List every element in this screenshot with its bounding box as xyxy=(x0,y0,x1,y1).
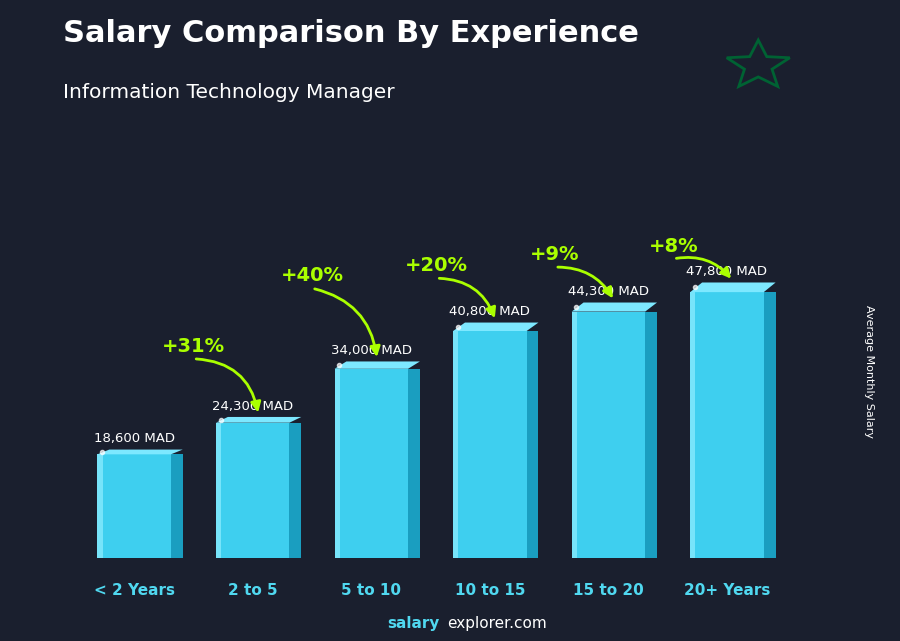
Text: salary: salary xyxy=(387,617,439,631)
Bar xyxy=(690,292,696,558)
Text: 5 to 10: 5 to 10 xyxy=(341,583,401,597)
Polygon shape xyxy=(453,322,538,331)
Text: explorer.com: explorer.com xyxy=(447,617,547,631)
Bar xyxy=(690,292,764,558)
Bar xyxy=(335,369,339,558)
Polygon shape xyxy=(764,292,776,558)
Bar xyxy=(216,422,221,558)
Text: +8%: +8% xyxy=(649,237,698,256)
Bar xyxy=(335,369,408,558)
Text: Information Technology Manager: Information Technology Manager xyxy=(63,83,394,103)
Polygon shape xyxy=(572,303,657,312)
Bar xyxy=(453,331,458,558)
Text: 40,800 MAD: 40,800 MAD xyxy=(449,305,530,318)
Text: 2 to 5: 2 to 5 xyxy=(228,583,277,597)
Text: Salary Comparison By Experience: Salary Comparison By Experience xyxy=(63,19,639,48)
Text: 44,300 MAD: 44,300 MAD xyxy=(568,285,649,298)
Text: 24,300 MAD: 24,300 MAD xyxy=(212,399,293,413)
Bar xyxy=(216,422,290,558)
Text: +9%: +9% xyxy=(530,246,580,264)
Polygon shape xyxy=(171,454,183,558)
Text: 20+ Years: 20+ Years xyxy=(684,583,770,597)
Text: 10 to 15: 10 to 15 xyxy=(454,583,525,597)
Polygon shape xyxy=(290,422,302,558)
Polygon shape xyxy=(97,449,183,454)
Text: +31%: +31% xyxy=(162,337,225,356)
Polygon shape xyxy=(408,369,420,558)
Polygon shape xyxy=(335,362,420,369)
Polygon shape xyxy=(645,312,657,558)
Polygon shape xyxy=(690,283,776,292)
Text: 47,800 MAD: 47,800 MAD xyxy=(687,265,768,278)
Text: +40%: +40% xyxy=(281,267,344,285)
Text: +20%: +20% xyxy=(405,256,468,276)
Bar xyxy=(97,454,103,558)
Bar xyxy=(572,312,645,558)
Text: 34,000 MAD: 34,000 MAD xyxy=(331,344,412,357)
Polygon shape xyxy=(216,417,302,422)
Text: Average Monthly Salary: Average Monthly Salary xyxy=(863,305,874,438)
Text: 15 to 20: 15 to 20 xyxy=(573,583,643,597)
Bar xyxy=(97,454,171,558)
Bar xyxy=(453,331,526,558)
Text: < 2 Years: < 2 Years xyxy=(94,583,175,597)
Bar xyxy=(572,312,577,558)
Text: 18,600 MAD: 18,600 MAD xyxy=(94,432,175,445)
Polygon shape xyxy=(526,331,538,558)
